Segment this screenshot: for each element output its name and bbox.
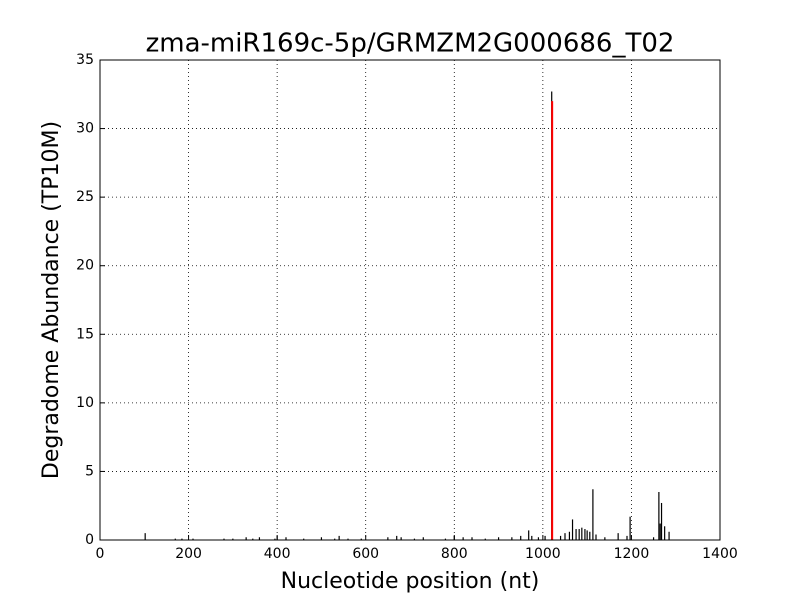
x-tick-label: 1400 bbox=[702, 546, 738, 562]
x-tick-label: 1200 bbox=[614, 546, 650, 562]
y-tick-label: 35 bbox=[76, 52, 94, 68]
y-tick-label: 25 bbox=[76, 189, 94, 205]
y-tick-label: 5 bbox=[85, 463, 94, 479]
x-tick-label: 400 bbox=[264, 546, 291, 562]
x-tick-label: 1000 bbox=[525, 546, 561, 562]
y-tick-label: 10 bbox=[76, 395, 94, 411]
x-tick-label: 200 bbox=[175, 546, 202, 562]
y-tick-label: 30 bbox=[76, 121, 94, 137]
y-tick-label: 15 bbox=[76, 326, 94, 342]
x-axis-label: Nucleotide position (nt) bbox=[281, 569, 540, 594]
y-tick-label: 20 bbox=[76, 258, 94, 274]
x-tick-label: 600 bbox=[352, 546, 379, 562]
chart-title: zma-miR169c-5p/GRMZM2G000686_T02 bbox=[146, 29, 675, 59]
y-tick-label: 0 bbox=[85, 532, 94, 548]
x-tick-label: 0 bbox=[96, 546, 105, 562]
y-axis-label: Degradome Abundance (TP10M) bbox=[39, 121, 64, 479]
x-tick-label: 800 bbox=[441, 546, 468, 562]
plot-frame bbox=[99, 59, 721, 541]
